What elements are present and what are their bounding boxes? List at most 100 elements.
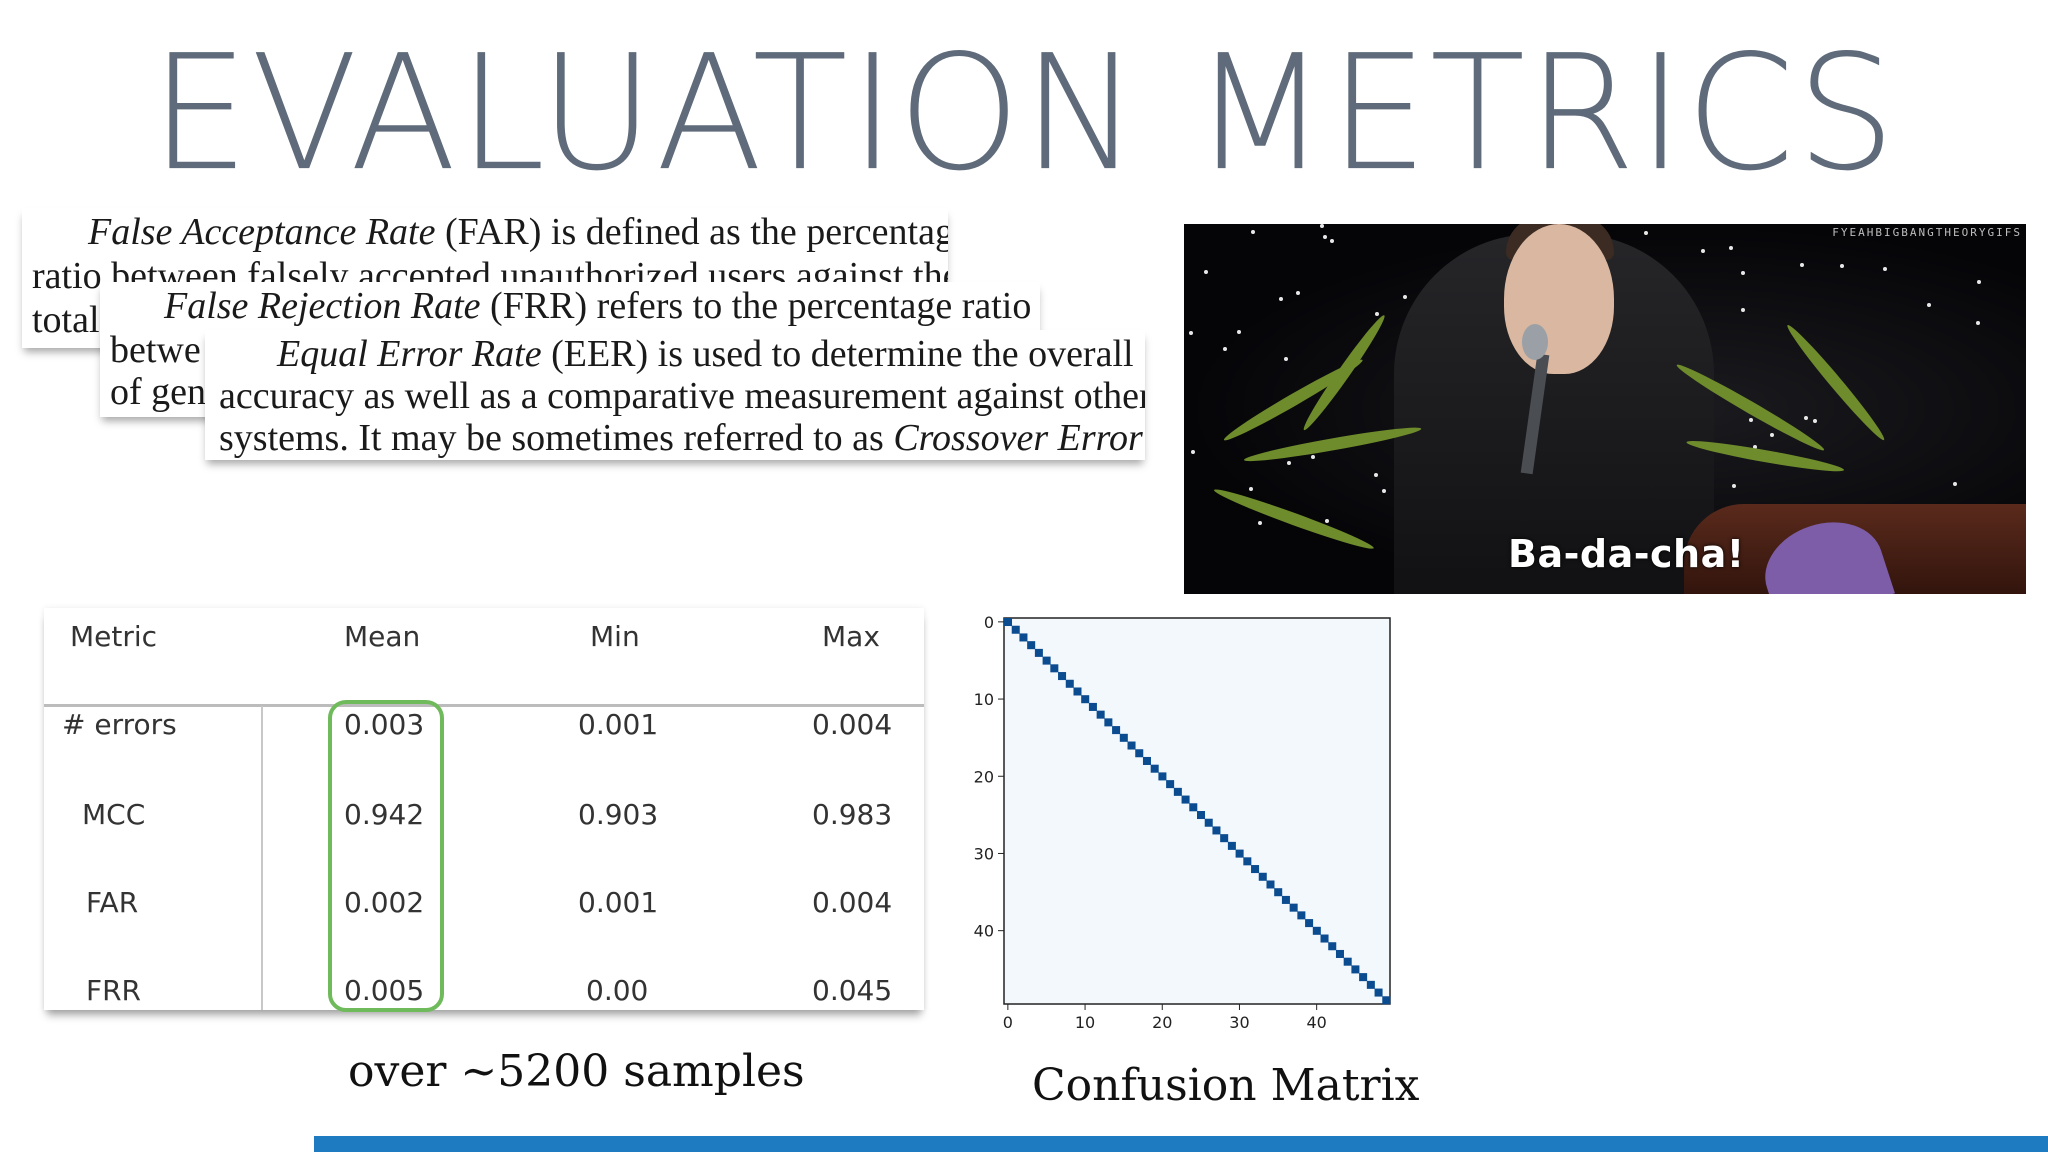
diagonal-cell — [1305, 919, 1314, 928]
frr-line-1-text: (FRR) refers to the percentage ratio — [480, 285, 1032, 327]
header-divider — [44, 704, 924, 707]
diagonal-cell — [1343, 957, 1352, 966]
star-dot — [1840, 264, 1844, 268]
eer-crossover-term: Crossover Error — [893, 417, 1143, 459]
star-dot — [1953, 482, 1957, 486]
y-tick-label: 10 — [974, 690, 994, 709]
x-tick-label: 10 — [1075, 1013, 1095, 1032]
palm-frond — [1211, 484, 1376, 554]
diagonal-cell — [1320, 934, 1329, 943]
metrics-table: Metric Mean Min Max # errors 0.003 0.001… — [44, 608, 924, 1012]
diagonal-cell — [1243, 857, 1252, 866]
diagonal-cell — [1004, 618, 1013, 627]
eer-line-2: accuracy as well as a comparative measur… — [219, 375, 1145, 417]
diagonal-cell — [1312, 926, 1321, 935]
diagonal-cell — [1374, 988, 1383, 997]
star-dot — [1279, 297, 1283, 301]
star-dot — [1296, 291, 1300, 295]
star-dot — [1323, 235, 1327, 239]
row-metric: # errors — [62, 708, 177, 741]
eer-term: Equal Error Rate — [277, 333, 542, 375]
star-dot — [1223, 347, 1227, 351]
star-dot — [1753, 445, 1757, 449]
far-term: False Acceptance Rate — [88, 211, 436, 253]
star-dot — [1330, 239, 1334, 243]
diagonal-cell — [1166, 780, 1175, 789]
confusion-matrix-caption: Confusion Matrix — [1032, 1060, 1420, 1111]
header-mean: Mean — [344, 620, 421, 653]
slide-title: EVALUATION METRICS — [150, 20, 1898, 206]
diagonal-cell — [1220, 834, 1229, 843]
diagonal-cell — [1212, 826, 1221, 835]
row-max: 0.983 — [812, 798, 893, 831]
diagonal-cell — [1297, 911, 1306, 920]
row-max: 0.045 — [812, 974, 893, 1007]
x-tick-label: 40 — [1306, 1013, 1326, 1032]
confusion-matrix-x-ticks: 0 10 20 30 40 — [1003, 1004, 1327, 1032]
row-min: 0.00 — [586, 974, 649, 1007]
diagonal-cell — [1227, 841, 1236, 850]
diagonal-cell — [1135, 749, 1144, 758]
diagonal-cell — [1382, 996, 1391, 1005]
star-dot — [1258, 521, 1262, 525]
star-dot — [1749, 418, 1753, 422]
confusion-matrix-plot: 0 10 20 30 40 0 10 20 30 40 — [974, 613, 1391, 1032]
x-tick-label: 0 — [1003, 1013, 1013, 1032]
diagonal-cell — [1127, 741, 1136, 750]
header-max: Max — [822, 620, 880, 653]
diagonal-cell — [1235, 849, 1244, 858]
row-mean: 0.005 — [344, 974, 425, 1007]
star-dot — [1403, 295, 1407, 299]
diagonal-cell — [1281, 895, 1290, 904]
diagonal-cell — [1042, 656, 1051, 665]
y-tick-label: 40 — [974, 922, 994, 941]
diagonal-cell — [1204, 818, 1213, 827]
star-dot — [1284, 357, 1288, 361]
star-dot — [1237, 330, 1241, 334]
far-line-1-text: (FAR) is defined as the percentage — [435, 211, 948, 253]
star-dot — [1287, 461, 1291, 465]
header-metric: Metric — [70, 620, 158, 653]
y-tick-label: 30 — [974, 844, 994, 863]
star-dot — [1191, 450, 1195, 454]
star-dot — [1375, 312, 1379, 316]
palm-frond — [1299, 311, 1390, 434]
row-min: 0.903 — [578, 798, 659, 831]
diagonal-cell — [1050, 664, 1059, 673]
accent-bar — [314, 1136, 2048, 1152]
diagonal-cell — [1359, 973, 1368, 982]
diagonal-cell — [1258, 872, 1267, 881]
diagonal-cell — [1181, 795, 1190, 804]
diagonal-cell — [1251, 865, 1260, 874]
row-metric: MCC — [82, 798, 146, 831]
diagonal-cell — [1081, 695, 1090, 704]
star-dot — [1311, 455, 1315, 459]
diagonal-cell — [1112, 726, 1121, 735]
star-dot — [1382, 489, 1386, 493]
star-dot — [1804, 416, 1808, 420]
diagonal-cell — [1289, 903, 1298, 912]
frr-line-1: False Rejection Rate (FRR) refers to the… — [164, 284, 1031, 328]
eer-line-3: systems. It may be sometimes referred to… — [219, 416, 1143, 460]
star-dot — [1741, 271, 1745, 275]
star-dot — [1204, 270, 1208, 274]
star-dot — [1977, 280, 1981, 284]
frr-line-2: betwe — [110, 329, 201, 371]
star-dot — [1883, 267, 1887, 271]
row-max: 0.004 — [812, 708, 893, 741]
palm-frond — [1782, 321, 1889, 444]
diagonal-cell — [1011, 625, 1020, 634]
star-dot — [1732, 484, 1736, 488]
row-min: 0.001 — [578, 886, 659, 919]
diagonal-cell — [1266, 880, 1275, 889]
star-dot — [1927, 303, 1931, 307]
far-line-3: total — [32, 299, 100, 341]
row-metric: FAR — [86, 886, 139, 919]
diagonal-cell — [1150, 764, 1159, 773]
samples-note: over ~5200 samples — [348, 1046, 805, 1097]
diagonal-cell — [1104, 718, 1113, 727]
y-tick-label: 20 — [974, 767, 994, 786]
diagonal-cell — [1065, 679, 1074, 688]
row-metric: FRR — [86, 974, 142, 1007]
star-dot — [1741, 308, 1745, 312]
